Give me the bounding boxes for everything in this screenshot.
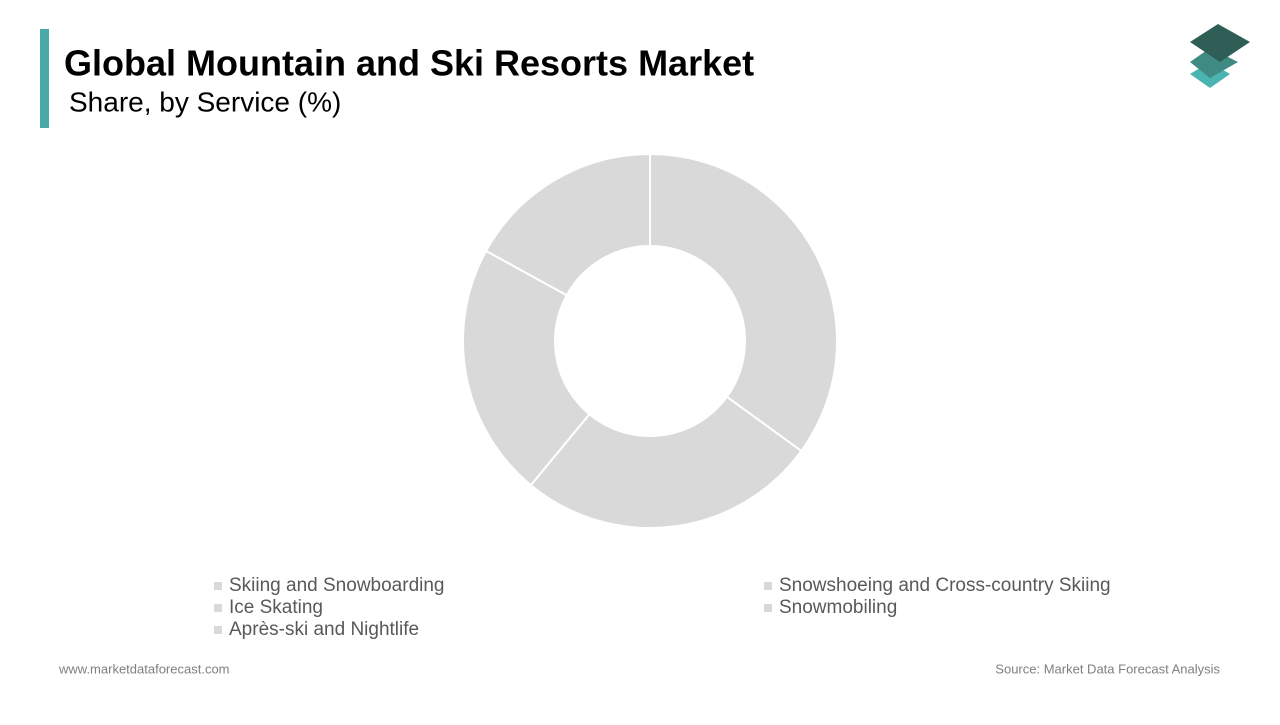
legend-label: Skiing and Snowboarding xyxy=(229,575,445,596)
legend-label: Snowmobiling xyxy=(779,597,897,618)
source: Source: Market Data Forecast Analysis xyxy=(995,661,1220,676)
website: www.marketdataforecast.com xyxy=(58,661,230,676)
logo xyxy=(1190,24,1250,88)
accent-bar xyxy=(40,29,49,128)
donut-slice xyxy=(462,249,591,487)
donut-slice xyxy=(484,152,651,297)
legend-label: Ice Skating xyxy=(229,597,323,618)
legend-marker xyxy=(764,604,772,612)
legend-label: Snowshoeing and Cross-country Skiing xyxy=(779,575,1111,596)
legend-marker xyxy=(214,582,222,590)
chart-subtitle: Share, by Service (%) xyxy=(69,86,341,117)
legend-marker xyxy=(764,582,772,590)
legend-label: Après-ski and Nightlife xyxy=(229,619,419,640)
legend-marker xyxy=(214,604,222,612)
legend-marker xyxy=(214,626,222,634)
donut-slice xyxy=(529,395,803,529)
donut-slice xyxy=(649,152,838,453)
chart-title: Global Mountain and Ski Resorts Market xyxy=(64,43,754,84)
